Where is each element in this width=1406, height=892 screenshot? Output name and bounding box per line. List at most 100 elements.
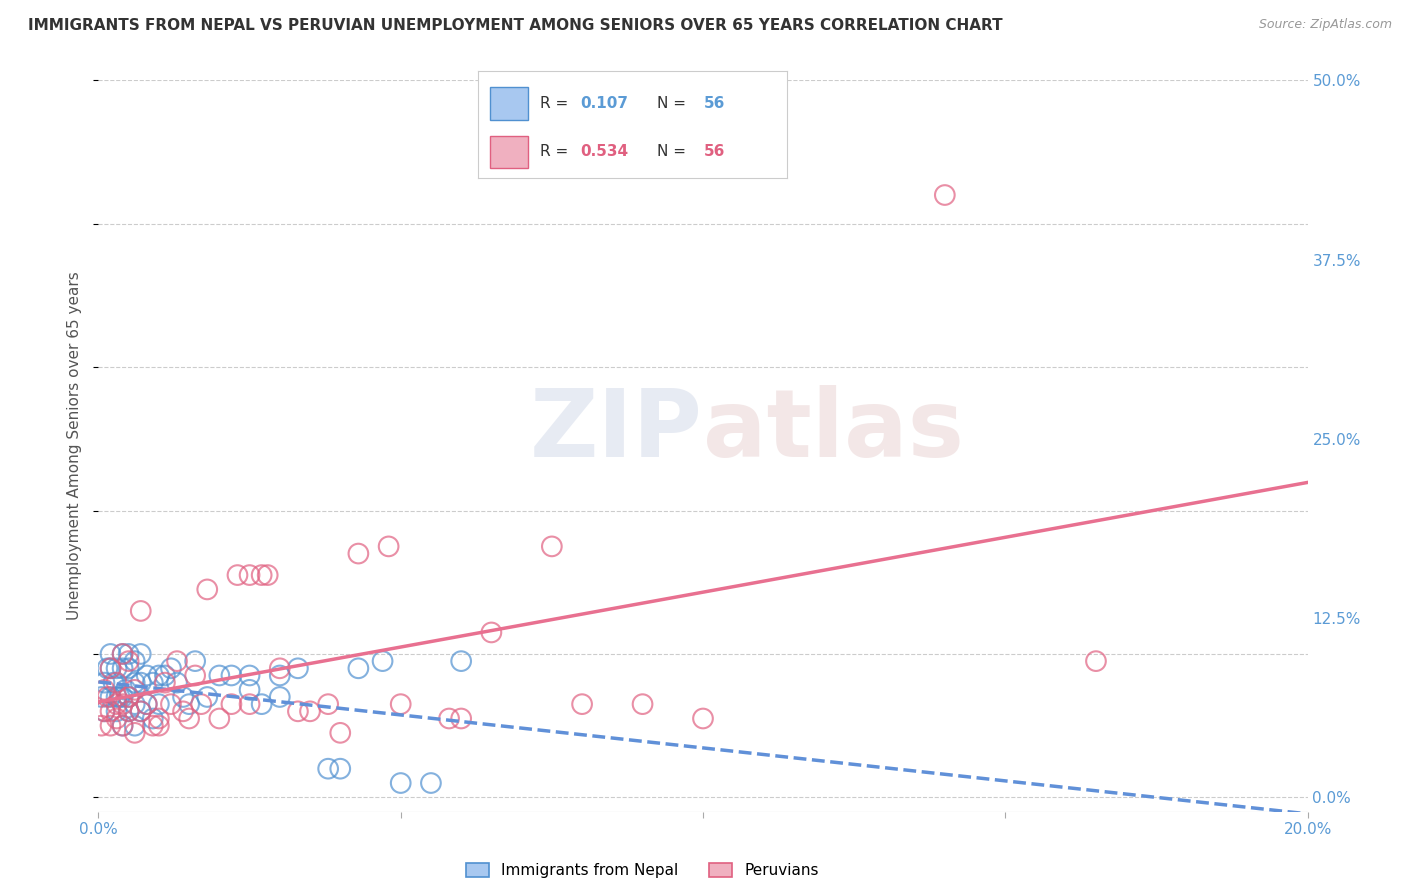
Text: 56: 56 [704,96,725,111]
Point [316,697,339,711]
Point [316,762,339,776]
Point [100,661,122,675]
Point [135,668,157,682]
Point [108,690,131,704]
Point [371,654,394,668]
Point [111,690,134,704]
Point [239,682,262,697]
Point [148,719,170,733]
Point [105,690,128,704]
Point [269,690,291,704]
Point [256,568,278,582]
Point [93,704,115,718]
Point [377,540,399,554]
Point [93,704,115,718]
Text: R =: R = [540,96,574,111]
Point [105,711,128,725]
Text: ZIP: ZIP [530,385,703,477]
Point [329,726,352,740]
Point [571,697,593,711]
Point [347,661,370,675]
Point [100,690,122,704]
Point [160,661,183,675]
Text: 56: 56 [704,145,725,159]
Point [184,654,207,668]
Point [100,661,122,675]
Point [111,697,134,711]
Point [105,697,128,711]
Point [90,719,112,733]
FancyBboxPatch shape [491,136,527,168]
Point [329,762,352,776]
Point [135,697,157,711]
Point [105,675,128,690]
Text: R =: R = [540,145,574,159]
Point [111,661,134,675]
Point [105,661,128,675]
Point [90,690,112,704]
Point [269,661,291,675]
Point [142,675,165,690]
Point [437,711,460,725]
Point [190,697,212,711]
Point [160,697,183,711]
Point [118,704,141,718]
Point [195,582,218,597]
Point [129,675,152,690]
Point [129,704,152,718]
Point [481,625,503,640]
Legend: Immigrants from Nepal, Peruvians: Immigrants from Nepal, Peruvians [460,857,825,885]
Point [124,719,146,733]
Point [540,540,562,554]
Point [692,711,714,725]
Point [208,711,231,725]
Point [129,647,152,661]
Point [450,711,472,725]
Point [124,682,146,697]
Point [124,726,146,740]
Point [111,719,134,733]
Point [103,675,125,690]
Point [250,697,273,711]
Point [389,776,412,790]
Point [195,690,218,704]
Point [221,697,243,711]
Point [269,668,291,682]
Text: 0.107: 0.107 [581,96,628,111]
Point [142,711,165,725]
Point [135,697,157,711]
Point [166,654,188,668]
Text: atlas: atlas [703,385,965,477]
Point [100,704,122,718]
Point [299,704,322,718]
Text: 0.534: 0.534 [581,145,628,159]
Point [172,704,194,718]
Point [118,661,141,675]
FancyBboxPatch shape [491,87,527,120]
Point [389,697,412,711]
Point [118,690,141,704]
Point [179,697,201,711]
Point [287,661,309,675]
Point [934,188,956,202]
Text: IMMIGRANTS FROM NEPAL VS PERUVIAN UNEMPLOYMENT AMONG SENIORS OVER 65 YEARS CORRE: IMMIGRANTS FROM NEPAL VS PERUVIAN UNEMPL… [28,18,1002,33]
Point [153,668,176,682]
Point [124,697,146,711]
Point [148,711,170,725]
Point [420,776,443,790]
Point [114,682,136,697]
Point [239,668,262,682]
Point [166,675,188,690]
Text: N =: N = [658,96,692,111]
Point [1085,654,1108,668]
Point [105,704,128,718]
Point [172,690,194,704]
Point [239,568,262,582]
Point [93,675,115,690]
Point [221,668,243,682]
Point [111,647,134,661]
Point [208,668,231,682]
Point [96,690,118,704]
Point [118,647,141,661]
Point [347,547,370,561]
